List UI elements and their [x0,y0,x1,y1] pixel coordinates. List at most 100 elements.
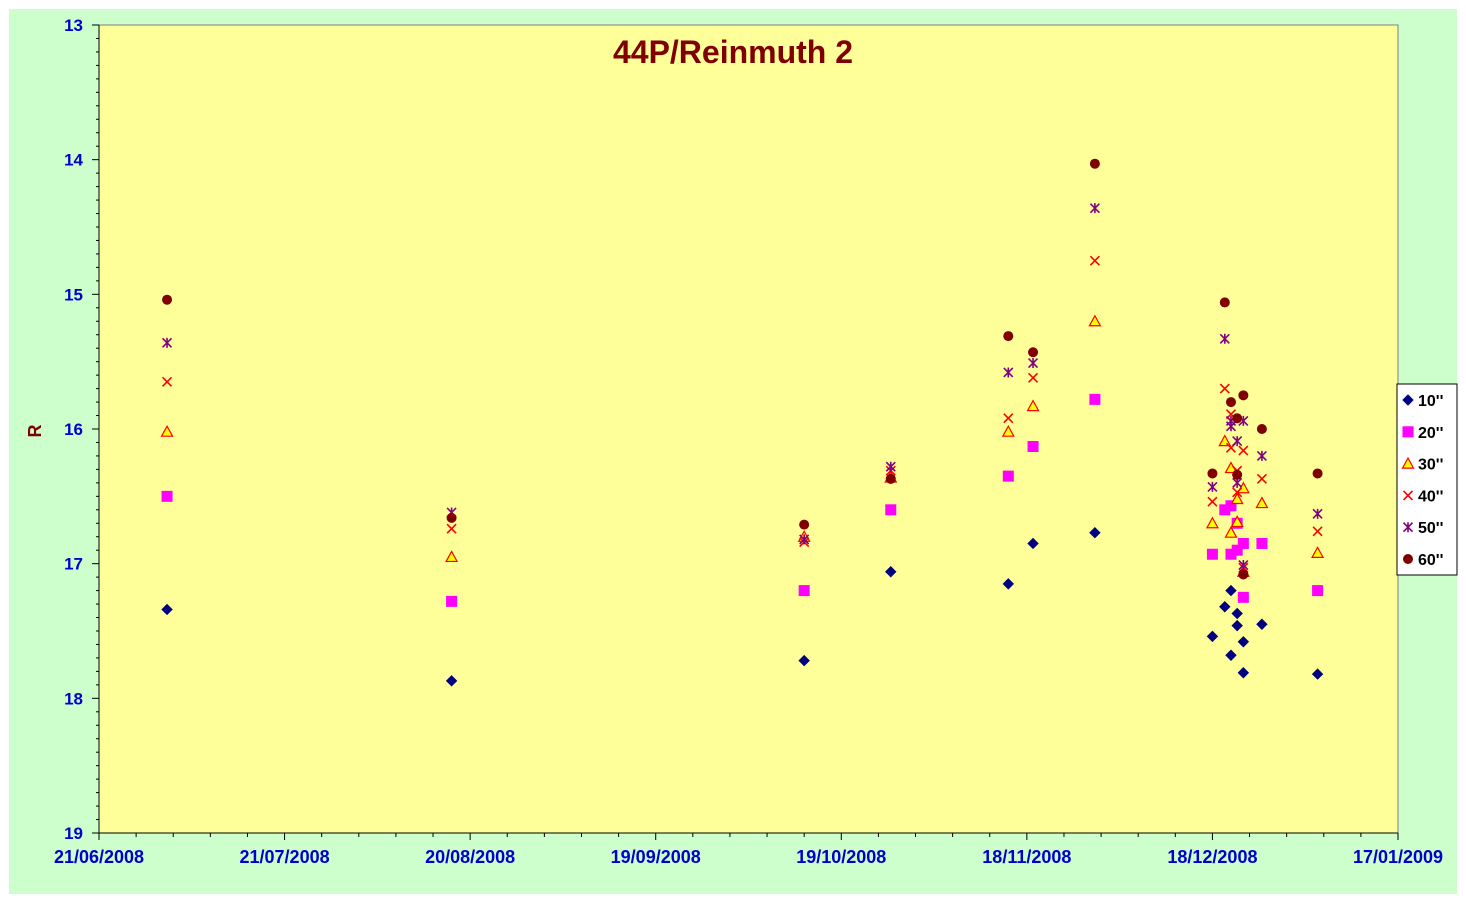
chart-title: 44P/Reinmuth 2 [613,34,853,70]
data-point [1256,424,1267,434]
x-tick-label: 17/01/2009 [1353,847,1443,867]
data-point [798,585,810,597]
data-point [160,424,174,437]
data-point [1089,255,1100,266]
legend-item: 20'' [1402,425,1443,442]
data-point [1237,537,1249,549]
legend-label: 60'' [1418,552,1443,569]
legend-label: 50'' [1418,520,1443,537]
x-tick-label: 18/12/2008 [1167,847,1257,867]
data-point [161,490,173,502]
data-point [1256,450,1267,461]
data-point [1003,413,1014,424]
data-point [1219,297,1230,308]
data-point [1231,544,1243,556]
plot-area [98,24,1399,834]
data-point [1312,468,1323,479]
data-point [1237,591,1249,603]
x-tick-label: 21/07/2008 [240,847,330,867]
data-point [1231,607,1243,620]
x-tick-label: 19/10/2008 [796,847,886,867]
data-point [1028,347,1039,358]
x-tick-label: 18/11/2008 [982,847,1071,867]
data-point [1089,158,1100,169]
legend-box [1396,383,1458,576]
data-point [1232,413,1243,424]
data-point [1230,492,1244,505]
data-point [161,603,173,616]
data-point [1089,203,1100,214]
data-point [798,654,810,667]
data-point [1027,372,1039,383]
legend-marker [1403,554,1413,564]
data-point [1225,397,1236,408]
data-point [1002,470,1014,482]
data-point [1027,357,1039,369]
legend-item: 40'' [1402,488,1443,505]
data-point [1027,441,1039,453]
series-1 [161,526,1324,687]
data-point [1027,537,1039,550]
series-3 [160,314,1325,577]
data-point [885,504,897,516]
data-point [1089,393,1101,405]
legend-marker [1402,426,1414,438]
legend-item: 50'' [1402,520,1443,537]
data-point [1225,584,1237,597]
data-point [1256,537,1268,549]
legend-item: 60'' [1403,552,1443,569]
legend-label: 10'' [1418,393,1443,410]
x-tick-label: 19/09/2008 [611,847,701,867]
data-point [885,566,897,578]
legend-marker [1402,522,1414,533]
data-point [1225,548,1237,560]
data-point [1256,618,1268,630]
legend-label: 20'' [1418,425,1443,442]
y-tick-label: 15 [64,285,83,304]
legend-item: 10'' [1402,393,1443,410]
data-point [1256,473,1267,484]
data-point [1219,333,1230,344]
data-point [1312,585,1324,597]
data-point [1001,424,1015,437]
data-point [1225,500,1237,512]
y-tick-label: 19 [64,824,83,843]
legend-marker [1401,456,1415,469]
data-point [446,523,457,534]
data-point [1207,496,1218,507]
y-tick-label: 13 [64,16,83,35]
data-point [1232,469,1243,480]
data-point [1231,619,1243,632]
data-point [1206,630,1219,643]
data-point [1311,668,1324,680]
legend: 10'' 20'' 30'' 40'' 50'' 60'' [1396,383,1458,576]
data-point [161,337,173,348]
y-tick-label: 14 [64,151,83,170]
legend-label: 40'' [1418,488,1443,505]
legend-item: 30'' [1401,456,1443,474]
data-point [446,595,458,607]
data-point [1089,526,1101,539]
series-5 [161,203,1323,571]
data-point [1219,383,1230,394]
x-tick-label: 20/08/2008 [425,847,515,867]
data-point [445,675,458,687]
data-point [1312,508,1323,519]
data-point [1237,636,1250,648]
y-tick-label: 17 [64,555,83,574]
y-tick-label: 16 [64,420,83,439]
data-point [1255,496,1269,509]
data-point [1238,569,1249,580]
data-point [1225,649,1237,661]
data-point [1207,468,1218,479]
data-point [1238,390,1249,401]
data-point [1003,367,1014,378]
data-point [1238,445,1249,456]
data-point [1237,667,1250,679]
legend-marker [1402,394,1414,406]
data-point [1232,436,1243,447]
y-tick-label: 18 [64,689,83,708]
series-6 [162,158,1323,580]
data-point [446,512,457,523]
